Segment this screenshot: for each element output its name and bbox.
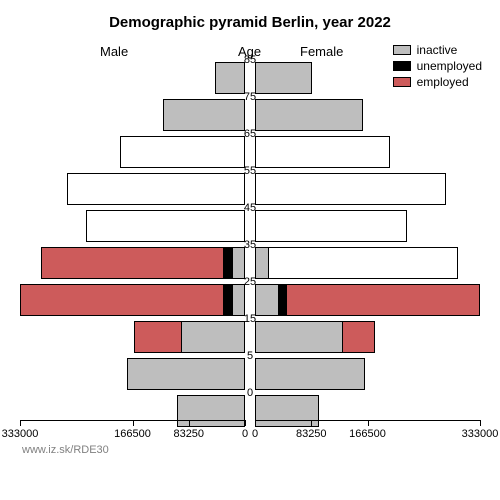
bar-segment — [86, 210, 245, 242]
female-bar — [255, 247, 458, 279]
bar-segment — [279, 284, 288, 316]
bar-segment — [343, 321, 375, 353]
bar-segment — [181, 321, 245, 353]
male-bar — [120, 136, 245, 168]
bar-segment — [67, 173, 245, 205]
x-tick-label: 333000 — [2, 428, 39, 440]
male-bar — [67, 173, 245, 205]
female-bar — [255, 62, 312, 94]
bar-segment — [255, 321, 343, 353]
x-tick-label: 333000 — [462, 428, 499, 440]
pyramid-row — [20, 173, 480, 205]
bar-segment — [163, 99, 245, 131]
pyramid-row — [20, 136, 480, 168]
male-bar — [163, 99, 245, 131]
bar-segment — [215, 62, 245, 94]
male-bar — [20, 284, 245, 316]
x-tick — [20, 420, 21, 426]
bar-segment — [223, 247, 232, 279]
bar-segment — [232, 247, 245, 279]
bar-segment — [255, 173, 446, 205]
bar-segment — [269, 247, 458, 279]
demographic-pyramid-chart: Demographic pyramid Berlin, year 2022 Ma… — [0, 0, 500, 500]
pyramid-row — [20, 284, 480, 316]
male-bar — [215, 62, 245, 94]
pyramid-row — [20, 321, 480, 353]
bar-segment — [134, 321, 181, 353]
pyramid-row — [20, 99, 480, 131]
bar-segment — [20, 284, 223, 316]
watermark: www.iz.sk/RDE30 — [22, 444, 109, 456]
female-bar — [255, 284, 480, 316]
x-tick-label: 83250 — [173, 428, 204, 440]
female-header: Female — [300, 44, 343, 59]
x-tick — [480, 420, 481, 426]
bar-segment — [232, 284, 246, 316]
bar-segment — [255, 284, 279, 316]
pyramid-row — [20, 247, 480, 279]
female-bar — [255, 99, 363, 131]
bar-segment — [255, 136, 390, 168]
pyramid-row — [20, 210, 480, 242]
male-bar — [86, 210, 245, 242]
female-bar — [255, 210, 407, 242]
pyramid-row — [20, 62, 480, 94]
bar-segment — [287, 284, 480, 316]
male-header: Male — [100, 44, 128, 59]
bar-segment — [41, 247, 223, 279]
x-tick — [311, 420, 312, 426]
x-tick-label: 166500 — [349, 428, 386, 440]
female-bar — [255, 321, 375, 353]
bar-segment — [127, 358, 245, 390]
pyramid-row — [20, 358, 480, 390]
male-bar — [127, 358, 245, 390]
x-tick — [255, 420, 256, 426]
male-bar — [134, 321, 245, 353]
x-tick — [368, 420, 369, 426]
chart-title: Demographic pyramid Berlin, year 2022 — [0, 14, 500, 31]
x-tick-label: 0 — [252, 428, 258, 440]
legend-swatch-inactive — [393, 45, 411, 55]
x-tick-label: 83250 — [296, 428, 327, 440]
legend-label-inactive: inactive — [417, 43, 458, 57]
male-bar — [41, 247, 245, 279]
bar-segment — [255, 62, 312, 94]
bar-segment — [255, 99, 363, 131]
bar-segment — [255, 210, 407, 242]
female-bar — [255, 358, 365, 390]
x-tick — [189, 420, 190, 426]
bar-segment — [255, 358, 365, 390]
female-bar — [255, 136, 390, 168]
bar-segment — [223, 284, 232, 316]
x-tick-label: 166500 — [114, 428, 151, 440]
x-tick — [245, 420, 246, 426]
x-tick — [133, 420, 134, 426]
plot-area: 857565554535251550 — [20, 60, 480, 420]
bar-segment — [120, 136, 245, 168]
legend-row-inactive: inactive — [393, 42, 482, 58]
x-tick-label: 0 — [242, 428, 248, 440]
female-bar — [255, 173, 446, 205]
bar-segment — [255, 247, 269, 279]
